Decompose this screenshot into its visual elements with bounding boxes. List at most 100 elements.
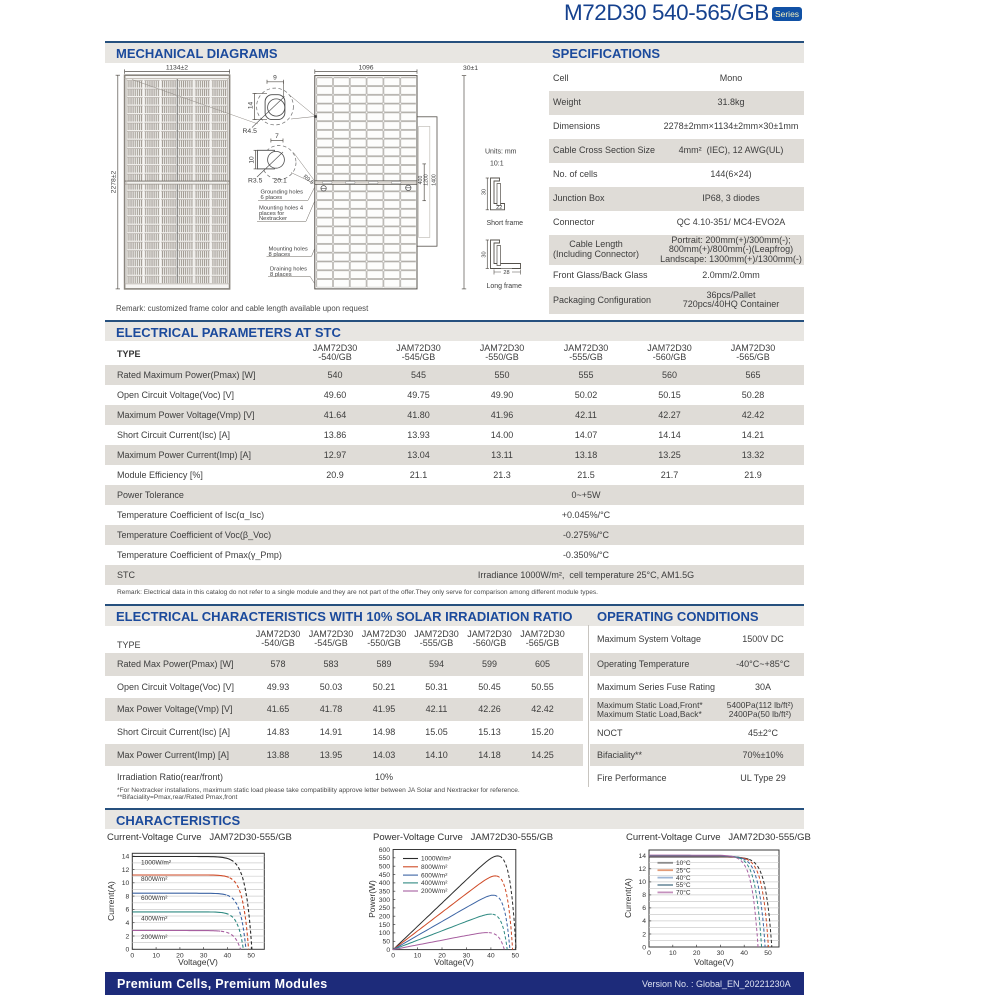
- svg-text:4: 4: [642, 918, 646, 925]
- svg-text:10: 10: [248, 156, 255, 164]
- svg-text:7: 7: [275, 133, 279, 140]
- svg-text:6: 6: [642, 905, 646, 912]
- svg-text:200W/m²: 200W/m²: [141, 934, 168, 941]
- svg-text:1000W/m²: 1000W/m²: [141, 859, 172, 866]
- svg-text:40: 40: [487, 953, 495, 960]
- svg-text:250: 250: [379, 905, 391, 912]
- svg-text:10: 10: [414, 953, 422, 960]
- svg-text:0: 0: [391, 953, 395, 960]
- svg-text:10: 10: [152, 952, 160, 959]
- svg-text:400W/m²: 400W/m²: [421, 880, 448, 887]
- svg-text:6 places: 6 places: [261, 195, 283, 201]
- svg-text:50: 50: [764, 950, 772, 957]
- svg-text:40: 40: [224, 952, 232, 959]
- svg-text:150: 150: [379, 922, 391, 929]
- svg-text:Grounding holes: Grounding holes: [261, 190, 304, 196]
- svg-text:20:1: 20:1: [274, 178, 287, 185]
- svg-text:14: 14: [638, 853, 646, 860]
- svg-text:Mounting holes 4: Mounting holes 4: [259, 206, 304, 212]
- svg-text:Current(A): Current(A): [623, 878, 633, 918]
- svg-text:12: 12: [122, 867, 130, 874]
- svg-text:30: 30: [463, 953, 471, 960]
- svg-text:Current(A): Current(A): [106, 881, 116, 921]
- svg-text:0: 0: [386, 947, 390, 954]
- svg-text:50: 50: [383, 939, 391, 946]
- svg-text:20: 20: [438, 953, 446, 960]
- svg-text:55°C: 55°C: [676, 881, 691, 889]
- svg-text:Units: mm: Units: mm: [485, 149, 517, 156]
- svg-text:0: 0: [642, 944, 646, 951]
- svg-text:1096: 1096: [358, 65, 373, 72]
- svg-text:50: 50: [512, 953, 520, 960]
- svg-text:Mounting holes: Mounting holes: [269, 247, 308, 253]
- svg-text:2: 2: [642, 931, 646, 938]
- svg-text:400: 400: [379, 880, 391, 887]
- svg-text:20: 20: [693, 950, 701, 957]
- svg-text:Draining holes: Draining holes: [270, 267, 307, 273]
- svg-text:10°C: 10°C: [676, 859, 691, 867]
- svg-text:25°C: 25°C: [676, 866, 691, 874]
- svg-text:0: 0: [130, 952, 134, 959]
- svg-text:30: 30: [200, 952, 208, 959]
- svg-text:places for: places for: [259, 211, 284, 217]
- svg-text:600: 600: [379, 847, 391, 854]
- svg-text:800W/m²: 800W/m²: [141, 876, 168, 883]
- svg-text:R4.5: R4.5: [243, 128, 258, 135]
- svg-text:30±1: 30±1: [463, 65, 478, 72]
- svg-text:200W/m²: 200W/m²: [421, 888, 448, 895]
- svg-text:4: 4: [126, 920, 130, 927]
- svg-text:8 places: 8 places: [269, 252, 291, 258]
- svg-text:500: 500: [379, 864, 391, 871]
- svg-text:Short frame: Short frame: [487, 220, 524, 227]
- svg-text:2: 2: [126, 933, 130, 940]
- svg-text:14: 14: [247, 102, 254, 110]
- svg-text:400: 400: [418, 176, 424, 185]
- svg-text:300: 300: [379, 897, 391, 904]
- svg-text:400W/m²: 400W/m²: [141, 915, 168, 922]
- svg-text:550: 550: [379, 855, 391, 862]
- svg-text:6: 6: [126, 907, 130, 914]
- svg-text:50: 50: [247, 952, 255, 959]
- svg-text:22: 22: [496, 205, 502, 211]
- svg-text:2278±2: 2278±2: [111, 170, 118, 193]
- svg-text:Voltage(V): Voltage(V): [178, 957, 218, 967]
- svg-text:8 places: 8 places: [270, 272, 292, 278]
- svg-text:600W/m²: 600W/m²: [421, 872, 448, 879]
- svg-text:Voltage(V): Voltage(V): [434, 957, 474, 967]
- svg-text:Long frame: Long frame: [487, 283, 523, 290]
- svg-text:Voltage(V): Voltage(V): [694, 957, 734, 967]
- svg-text:30: 30: [481, 189, 487, 195]
- svg-text:30: 30: [717, 950, 725, 957]
- svg-text:8: 8: [642, 892, 646, 899]
- svg-text:Power(W): Power(W): [367, 880, 377, 918]
- svg-text:1000W/m²: 1000W/m²: [421, 856, 452, 863]
- svg-text:10:1: 10:1: [490, 161, 504, 168]
- svg-text:R3.5: R3.5: [248, 178, 263, 185]
- svg-text:1400: 1400: [432, 174, 438, 186]
- svg-text:28: 28: [503, 270, 509, 276]
- svg-text:200: 200: [379, 914, 391, 921]
- svg-text:Current-Voltage Curve JAM72D: Current-Voltage Curve JAM72D30-555/GB: [626, 832, 811, 843]
- svg-text:0: 0: [647, 950, 651, 957]
- svg-text:Current-Voltage Curve JAM72D: Current-Voltage Curve JAM72D30-555/GB: [107, 832, 292, 843]
- svg-text:14: 14: [122, 854, 130, 861]
- svg-text:40°C: 40°C: [676, 874, 691, 882]
- svg-text:40: 40: [740, 950, 748, 957]
- svg-text:30: 30: [481, 251, 487, 257]
- svg-text:20: 20: [176, 952, 184, 959]
- svg-text:9: 9: [273, 75, 277, 82]
- svg-text:450: 450: [379, 872, 391, 879]
- svg-text:1134±2: 1134±2: [166, 65, 188, 72]
- svg-text:1200: 1200: [424, 174, 430, 186]
- svg-text:0: 0: [126, 947, 130, 954]
- svg-text:800W/m²: 800W/m²: [421, 864, 448, 871]
- svg-text:Nextracker: Nextracker: [259, 216, 287, 222]
- svg-text:10: 10: [669, 950, 677, 957]
- svg-text:70°C: 70°C: [676, 889, 691, 897]
- svg-text:100: 100: [379, 930, 391, 937]
- svg-text:12: 12: [638, 866, 646, 873]
- svg-text:Power-Voltage Curve JAM72D30: Power-Voltage Curve JAM72D30-555/GB: [373, 832, 553, 843]
- svg-text:8: 8: [126, 893, 130, 900]
- svg-text:Remark: customized frame color: Remark: customized frame color and cable…: [116, 304, 369, 313]
- svg-text:10: 10: [122, 880, 130, 887]
